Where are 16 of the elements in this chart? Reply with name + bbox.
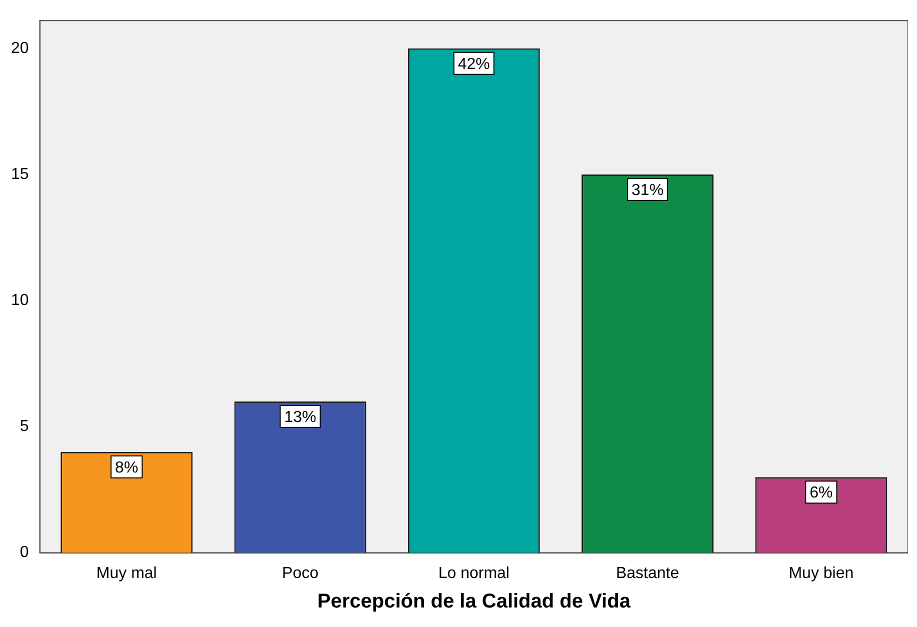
x-tick-label: Lo normal (438, 564, 510, 582)
annotation: 6% (810, 484, 833, 502)
y-tick-label: 20 (11, 40, 29, 57)
x-axis-title: Percepción de la Calidad de Vida (317, 590, 632, 613)
y-tick-label: 15 (11, 166, 29, 183)
x-tick-label: Bastante (616, 564, 680, 582)
annotation: 42% (458, 56, 490, 73)
annotation: 13% (284, 408, 316, 426)
y-tick-label: 0 (20, 544, 29, 562)
annotation: 31% (632, 182, 664, 199)
y-tick-label: 10 (11, 292, 29, 309)
x-tick-label: Poco (282, 564, 319, 582)
x-tick-label: Muy mal (96, 564, 157, 582)
y-tick-label: 5 (20, 418, 29, 436)
annotation: 8% (115, 459, 138, 476)
x-tick-label: Muy bien (788, 564, 854, 582)
